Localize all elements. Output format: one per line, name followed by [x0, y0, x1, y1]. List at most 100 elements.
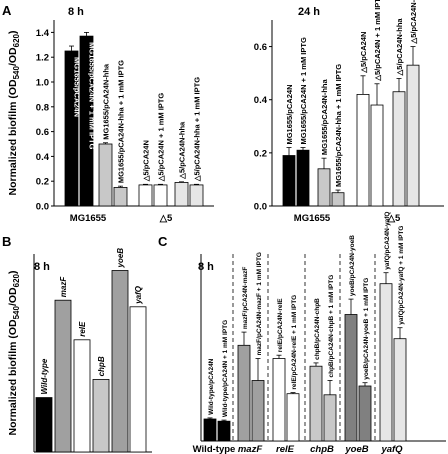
bar-label: yafQ	[134, 285, 143, 305]
bar-label: yoeB/pCA24N-yoeB + 1 mM IPTG	[363, 278, 370, 380]
chart-b-8h: 8 h Normalized biofilm (OD540/OD620) Wild-…	[7, 248, 152, 453]
bar-label: chpB/pCA24N-chpB	[314, 298, 321, 360]
y-tick-label: 0.0	[36, 202, 49, 213]
group-label: yoeB	[344, 444, 368, 454]
bar-label: MG1655/pCA24N-hha	[102, 63, 111, 140]
bar	[129, 306, 147, 453]
y-tick-label: 0.6	[254, 42, 267, 53]
y-tick-label: 0.4	[36, 152, 50, 163]
chart-title: 8 h	[34, 261, 50, 273]
bar-label: mazF/pCA24N-mazF	[242, 267, 249, 330]
bar	[35, 397, 53, 453]
bar	[98, 143, 113, 207]
y-axis-label: Normalized biofilm (OD540/OD620)	[7, 271, 21, 436]
panel-label-c: C	[158, 234, 168, 249]
bar	[282, 155, 296, 207]
panel-label-b: B	[2, 234, 11, 249]
group-label: Wild-type	[193, 444, 236, 454]
chart-title: 24 h	[298, 6, 320, 18]
bar-label: Wild-type	[40, 358, 49, 394]
bar-label: △5/pCA24N-hha + 1 mM IPTG	[193, 77, 202, 182]
group-label: △5	[387, 213, 401, 224]
bar	[309, 365, 323, 442]
y-tick-label: 0.2	[36, 177, 49, 188]
group-label: yafQ	[380, 444, 403, 454]
bar-label: △5/pCA24N-hha	[178, 121, 187, 180]
bar-label: relE	[78, 321, 87, 337]
bar	[296, 149, 310, 207]
group-label: MG1655	[70, 213, 107, 224]
bar-label: relE/pCA24N-relE	[277, 298, 284, 352]
bar-label: mazF/pCA24N-mazF + 1 mM IPTG	[256, 252, 263, 355]
y-tick-label: 0.2	[254, 148, 267, 159]
bar	[113, 186, 128, 207]
bar-label: △5/pCA24N	[142, 140, 151, 182]
bar	[356, 94, 370, 207]
y-tick-label: 0.8	[36, 102, 49, 113]
bar-label: chpB/pCA24N-chpB + 1 mM IPTG	[328, 275, 335, 378]
y-tick-label: 1.4	[36, 28, 50, 39]
bar-label: yoeB/pCA24N-yoeB	[349, 235, 356, 296]
bar	[138, 184, 153, 207]
bar	[393, 338, 407, 442]
bar	[203, 418, 217, 442]
y-tick-label: 1.0	[36, 78, 49, 89]
bar	[73, 339, 91, 453]
bar	[406, 64, 420, 207]
chart-title: 8 h	[198, 261, 214, 273]
y-tick-label: 1.2	[36, 53, 49, 64]
bar-label: △5/pCA24N + 1 mM IPTG	[157, 93, 166, 183]
bar-label: MG1655/pCA24N	[285, 85, 294, 145]
bar	[111, 270, 129, 453]
bar	[370, 104, 384, 207]
y-axis-label: Normalized biofilm (OD540/OD620)	[7, 31, 21, 196]
bar-label: yafQ/pCA24N-yafQ + 1 mM IPTG	[398, 226, 405, 325]
bar	[379, 283, 393, 442]
bar	[272, 358, 286, 442]
chart-c-8h: 8 h Wild-type/pCA24N Wild-type/pCA24N + 1 …	[193, 212, 446, 454]
group-label: mazF	[238, 444, 262, 454]
bar-label: mazF	[59, 276, 68, 298]
bar	[392, 91, 406, 207]
group-label: chpB	[310, 444, 334, 454]
bar	[331, 192, 345, 207]
chart-title: 8 h	[68, 6, 84, 18]
bar	[251, 380, 265, 442]
bar	[317, 168, 331, 207]
y-tick-label: 0.0	[254, 202, 267, 213]
bar-label: △5/pCA24N	[359, 32, 368, 74]
bar-label: relE/pCA24N-relE + 1 mM IPTG	[291, 295, 298, 390]
bar-label: Wild-type/pCA24N	[208, 358, 215, 415]
bar	[344, 314, 358, 442]
panel-label-a: A	[2, 3, 12, 18]
bar-label: MG1655/pCA24N + 1 mM IPTG	[88, 42, 97, 149]
bar-label: yoeB	[116, 248, 125, 269]
group-label: △5	[159, 213, 173, 224]
y-tick-label: 0.6	[36, 127, 49, 138]
bar	[237, 344, 251, 442]
bar	[174, 182, 189, 207]
chart-a-8h: 0.0 0.2 0.4 0.6 0.8 1.0 1.2 1.4 8 h Normalized bi…	[7, 6, 214, 224]
bar-label: chpB	[97, 356, 106, 376]
group-label: MG1655	[294, 213, 331, 224]
y-tick-label: 0.4	[254, 95, 268, 106]
bar	[358, 385, 372, 442]
bar-label: MG1655/pCA24N-hha + 1 mM IPTG	[334, 64, 343, 187]
bar-label: Wild-type/pCA24N + 1 mM IPTG	[222, 320, 229, 417]
bar-label: △5/pCA24N-hha + 1 mM IPTG	[409, 0, 418, 45]
bar-label: MG1655/pCA24N + 1 mM IPTG	[299, 37, 308, 144]
bar	[92, 378, 110, 453]
bar	[323, 394, 337, 442]
bar-label: MG1655/pCA24N-hha	[320, 78, 329, 155]
bar	[286, 393, 300, 442]
bar-label: △5/pCA24N-hha	[395, 18, 404, 77]
bar-label: △5/pCA24N + 1 mM IPTG	[373, 0, 382, 82]
bar	[153, 184, 168, 207]
bar-label: yafQ/pCA24N-yafQ	[384, 212, 391, 270]
group-label: relE	[276, 444, 295, 454]
bar	[217, 420, 231, 442]
bar-label: MG1655/pCA24N	[73, 57, 82, 117]
bar	[189, 184, 204, 207]
bar-label: MG1655/pCA24N-hha + 1 mM IPTG	[117, 60, 126, 183]
